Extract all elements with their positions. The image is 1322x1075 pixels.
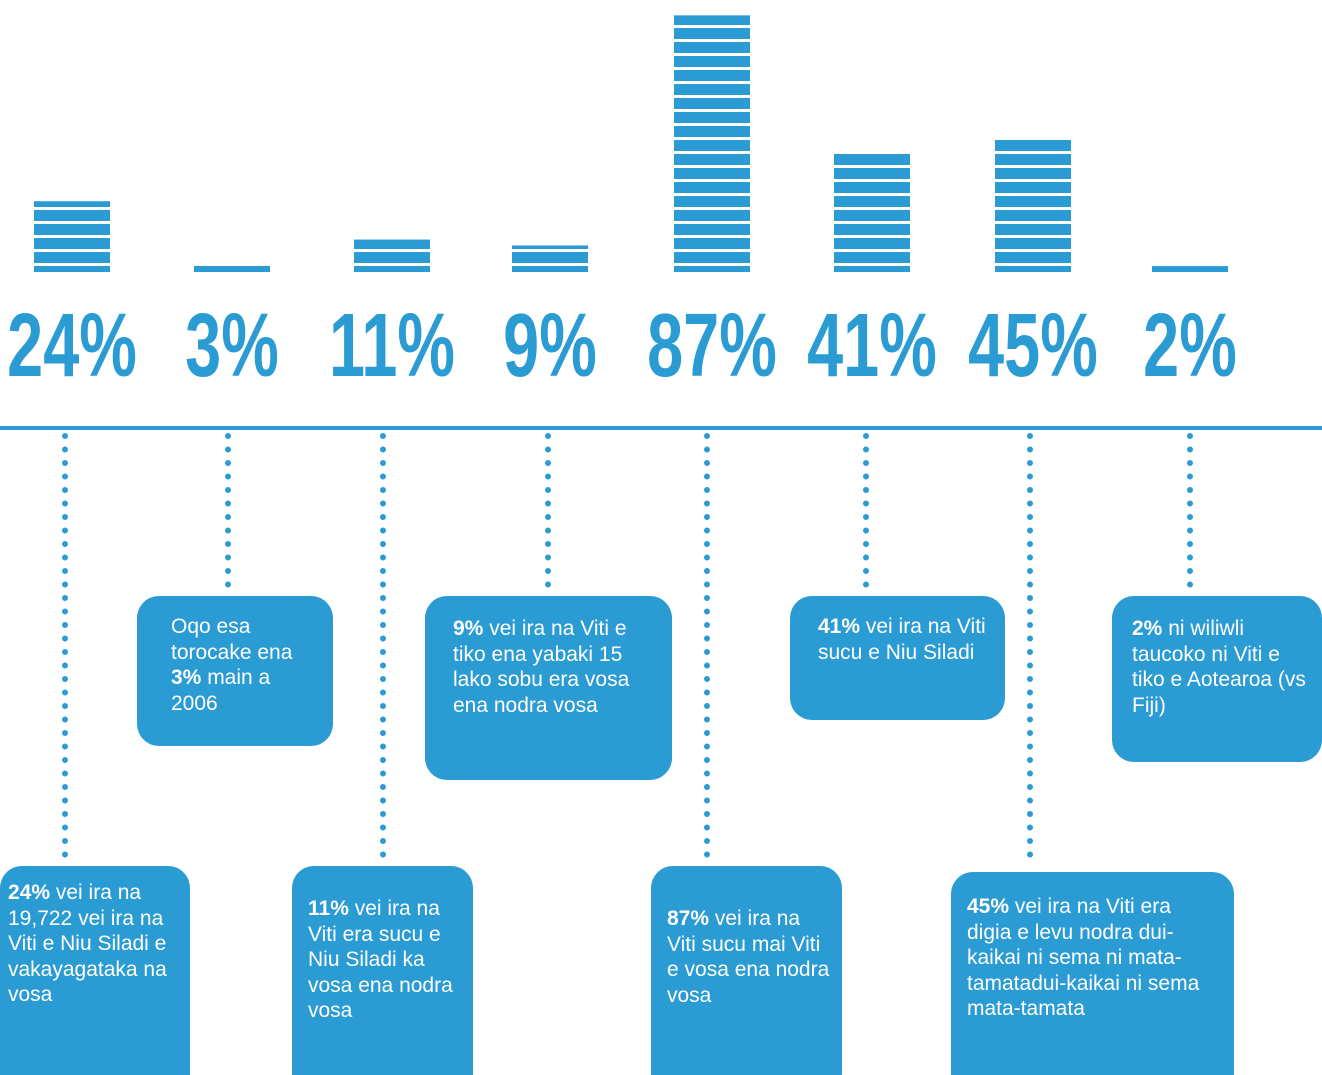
bar <box>194 263 270 272</box>
value-label: 24% <box>7 295 137 396</box>
callout-text: vei ira na Viti sucu mai Viti e vosa ena… <box>667 907 830 1007</box>
callout: 11% vei ira na Viti era sucu e Niu Silad… <box>292 866 473 1075</box>
bar <box>995 139 1071 272</box>
callout-text: vei ira na Viti era digia e levu nodra d… <box>967 895 1200 1021</box>
value-label: 45% <box>968 295 1098 396</box>
bar <box>674 15 750 272</box>
value-label: 11% <box>329 295 455 396</box>
callout: 2% ni wiliwli taucoko ni Viti e tiko e A… <box>1112 596 1322 762</box>
callout: 24% vei ira na 19,722 vei ira na Viti e … <box>0 866 190 1075</box>
callout-text: vei ira na Viti e tiko ena yabaki 15 lak… <box>453 617 630 717</box>
value-label: 9% <box>503 295 597 396</box>
value-label: 2% <box>1143 295 1237 396</box>
value-label: 87% <box>647 295 777 396</box>
callout-text: vei ira na Viti era sucu e Niu Siladi ka… <box>308 897 453 1023</box>
value-label: 3% <box>185 295 279 396</box>
callout-text: vei ira na Viti sucu e Niu Siladi <box>818 615 986 664</box>
bar <box>834 151 910 272</box>
callout: Oqo esa torocake ena 3% main a 2006 <box>137 596 333 746</box>
callout-text: main a 2006 <box>171 666 271 715</box>
callout-text: vei ira na 19,722 vei ira na Viti e Niu … <box>8 881 167 1007</box>
callout: 9% vei ira na Viti e tiko ena yabaki 15 … <box>425 596 672 780</box>
callout-highlight: 11% <box>308 897 349 920</box>
value-label: 41% <box>807 295 937 396</box>
callout: 41% vei ira na Viti sucu e Niu Siladi <box>790 596 1005 720</box>
callout-highlight: 9% <box>453 617 484 640</box>
callout-highlight: 2% <box>1132 617 1163 640</box>
callout-highlight: 41% <box>818 615 861 638</box>
callout-highlight: 87% <box>667 907 710 930</box>
callout-text: Oqo esa torocake ena <box>171 615 293 664</box>
callout: 87% vei ira na Viti sucu mai Viti e vosa… <box>651 866 842 1075</box>
bar <box>354 239 430 272</box>
callout-highlight: 24% <box>8 881 51 904</box>
bar <box>512 245 588 272</box>
bar <box>34 201 110 272</box>
callout-highlight: 3% <box>171 666 202 690</box>
callout-text: ni wiliwli taucoko ni Viti e tiko e Aote… <box>1132 617 1306 717</box>
callout: 45% vei ira na Viti era digia e levu nod… <box>951 872 1234 1075</box>
callout-highlight: 45% <box>967 895 1010 918</box>
bar <box>1152 266 1228 272</box>
